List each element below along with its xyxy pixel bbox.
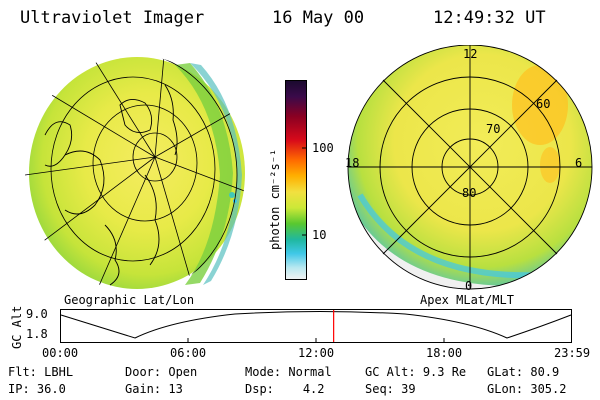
status-flt: Flt: LBHL <box>8 365 74 379</box>
altitude-curve <box>60 311 572 339</box>
alt-ytick-low: 1.8 <box>26 327 48 341</box>
geo-aurora-image <box>29 57 245 289</box>
apex-lat-70: 70 <box>486 122 501 136</box>
apex-mlt-12: 12 <box>463 47 478 61</box>
geographic-map <box>25 55 245 291</box>
date-label: 16 May 00 <box>272 8 365 28</box>
status-ip: IP: 36.0 <box>8 382 66 396</box>
status-gain: Gain: 13 <box>125 382 183 396</box>
alt-xtick-1800: 18:00 <box>426 346 463 360</box>
alt-axis-label: GC Alt <box>10 305 24 349</box>
alt-xtick-1200: 12:00 <box>298 346 335 360</box>
apex-map-label: Apex MLat/MLT <box>420 293 514 307</box>
status-glon: GLon: 305.2 <box>487 382 567 396</box>
instrument-title: Ultraviolet Imager <box>20 8 205 28</box>
status-seq: Seq: 39 <box>365 382 416 396</box>
apex-lat-60: 60 <box>536 97 551 111</box>
status-door: Door: Open <box>125 365 198 379</box>
apex-grid <box>347 45 593 290</box>
apex-mlt-18: 18 <box>345 156 360 170</box>
colorbar-tick-100: 100 <box>312 141 334 155</box>
alt-ytick-high: 9.0 <box>26 307 48 321</box>
apex-map <box>347 45 593 290</box>
status-glat: GLat: 80.9 <box>487 365 560 379</box>
status-mode: Mode: Normal <box>245 365 332 379</box>
alt-xtick-0600: 06:00 <box>170 346 207 360</box>
geo-grid <box>25 55 245 291</box>
status-gcalt: GC Alt: 9.3 Re <box>365 365 467 379</box>
geo-coastlines <box>44 84 178 286</box>
alt-xtick-2359: 23:59 <box>554 346 591 360</box>
altitude-plot <box>60 309 572 343</box>
status-dsp: Dsp: 4.2 <box>245 382 325 396</box>
time-label: 12:49:32 UT <box>433 8 546 28</box>
apex-lat-80: 80 <box>462 186 477 200</box>
alt-xtick-0000: 00:00 <box>42 346 79 360</box>
apex-mlt-6: 6 <box>575 156 583 170</box>
geo-map-label: Geographic Lat/Lon <box>64 293 195 307</box>
colorbar-unit-label: photon cm⁻²s⁻¹ <box>268 148 282 250</box>
apex-mlt-0: 0 <box>465 279 473 293</box>
colorbar-tick-10: 10 <box>312 228 327 242</box>
color-bar <box>285 80 307 280</box>
